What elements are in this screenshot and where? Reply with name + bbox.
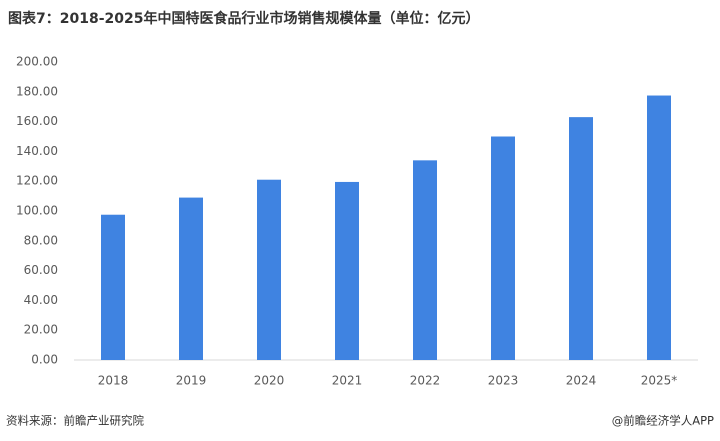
y-tick-label: 80.00 — [24, 233, 58, 247]
y-tick-label: 180.00 — [16, 84, 58, 98]
source-note: 资料来源：前瞻产业研究院 — [6, 414, 144, 428]
x-tick-label: 2024 — [566, 374, 597, 388]
x-tick-label: 2021 — [332, 374, 363, 388]
y-tick-label: 20.00 — [24, 323, 58, 337]
bar — [569, 117, 593, 360]
bar — [179, 197, 203, 360]
y-tick-label: 160.00 — [16, 114, 58, 128]
y-tick-label: 120.00 — [16, 174, 58, 188]
bar — [257, 179, 281, 360]
y-tick-label: 60.00 — [24, 263, 58, 277]
y-tick-label: 100.00 — [16, 204, 58, 218]
bar — [491, 136, 515, 360]
bar — [101, 214, 125, 360]
y-tick-label: 0.00 — [31, 353, 58, 367]
x-tick-label: 2022 — [410, 374, 441, 388]
x-tick-label: 2020 — [254, 374, 285, 388]
bar — [413, 160, 437, 360]
x-tick-label: 2025* — [641, 374, 678, 388]
y-tick-label: 140.00 — [16, 144, 58, 158]
y-tick-label: 200.00 — [16, 55, 58, 69]
y-tick-label: 40.00 — [24, 293, 58, 307]
x-tick-label: 2023 — [488, 374, 519, 388]
x-tick-label: 2018 — [98, 374, 129, 388]
bar — [647, 95, 671, 361]
x-tick-label: 2019 — [176, 374, 207, 388]
bar — [335, 181, 359, 360]
chart-title: 图表7：2018-2025年中国特医食品行业市场销售规模体量（单位：亿元） — [8, 10, 479, 27]
credit: @前瞻经济学人APP — [612, 414, 714, 428]
